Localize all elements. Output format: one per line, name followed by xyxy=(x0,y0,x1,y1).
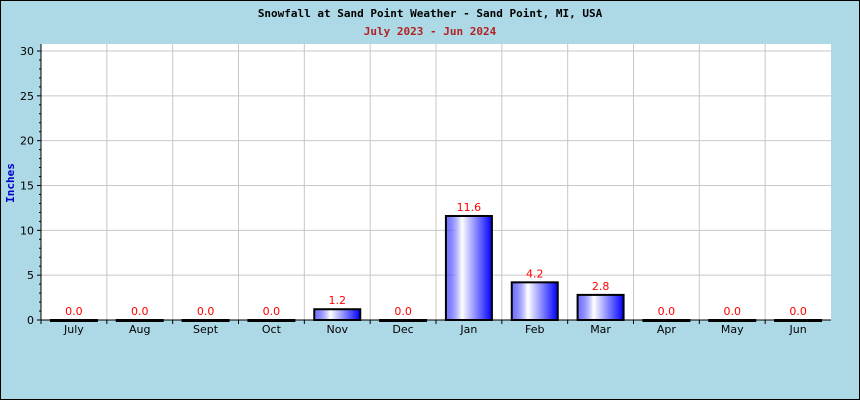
data-label: 0.0 xyxy=(789,305,807,318)
x-tick-label: Mar xyxy=(590,323,611,336)
x-tick-label: Aug xyxy=(129,323,150,336)
x-tick-label: Sept xyxy=(193,323,219,336)
data-label: 1.2 xyxy=(329,294,347,307)
data-label: 0.0 xyxy=(724,305,742,318)
data-label: 4.2 xyxy=(526,267,544,280)
y-tick-label: 5 xyxy=(27,269,34,282)
y-tick-label: 0 xyxy=(27,314,34,327)
bar xyxy=(444,214,493,321)
data-label: 0.0 xyxy=(197,305,215,318)
data-label: 0.0 xyxy=(131,305,149,318)
bar xyxy=(313,308,362,321)
x-tick-label: Feb xyxy=(525,323,544,336)
y-tick-label: 20 xyxy=(20,135,34,148)
x-tick-label: Apr xyxy=(657,323,677,336)
data-label: 0.0 xyxy=(658,305,676,318)
bar xyxy=(510,281,559,321)
x-tick-label: Dec xyxy=(392,323,413,336)
bar xyxy=(576,293,625,322)
x-tick-label: Jun xyxy=(788,323,806,336)
y-tick-label: 15 xyxy=(20,180,34,193)
data-label: 0.0 xyxy=(65,305,83,318)
chart-title: Snowfall at Sand Point Weather - Sand Po… xyxy=(257,7,603,20)
data-label: 2.8 xyxy=(592,280,610,293)
x-tick-label: Jan xyxy=(459,323,477,336)
data-label: 0.0 xyxy=(263,305,281,318)
x-tick-label: July xyxy=(63,323,84,336)
data-label: 11.6 xyxy=(457,201,482,214)
data-label: 0.0 xyxy=(394,305,412,318)
x-tick-label: Nov xyxy=(327,323,349,336)
x-tick-label: May xyxy=(721,323,744,336)
x-tick-label: Oct xyxy=(262,323,282,336)
y-tick-label: 10 xyxy=(20,224,34,237)
y-axis-label: Inches xyxy=(4,163,17,203)
y-tick-label: 25 xyxy=(20,90,34,103)
chart-subtitle: July 2023 - Jun 2024 xyxy=(363,25,497,38)
y-tick-label: 30 xyxy=(20,45,34,58)
